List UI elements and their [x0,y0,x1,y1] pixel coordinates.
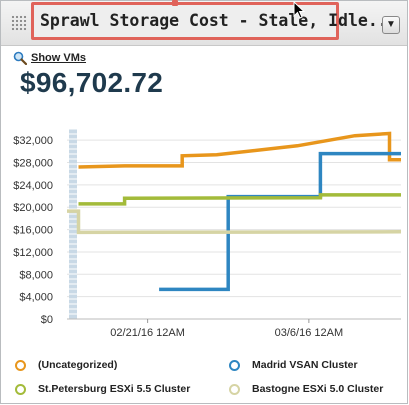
y-tick-label: $16,000 [13,225,53,237]
y-tick-label: $4,000 [19,292,53,304]
y-tick-label: $24,000 [13,180,53,192]
legend-marker-icon [229,383,240,395]
y-tick-label: $20,000 [13,202,53,214]
legend-item-3[interactable]: St.Petersburg ESXi 5.5 Cluster [15,383,190,395]
legend-marker-icon [229,359,240,371]
cost-line-chart: $32,000 $28,000 $24,000 $20,000 $16,000 $12,0… [13,128,402,339]
legend-marker-icon [15,383,26,395]
x-tick-label: 02/21/16 12AM [110,327,185,339]
widget-header: Sprawl Storage Cost - Stale, Idle... ▼ [1,0,407,46]
series-line-4 [67,209,402,235]
y-tick-label: $28,000 [13,158,53,170]
legend-item-1[interactable]: (Uncategorized) [15,359,117,371]
widget-title-box[interactable]: Sprawl Storage Cost - Stale, Idle... [31,0,398,40]
widget-title: Sprawl Storage Cost - Stale, Idle... [40,11,398,30]
search-icon [13,51,27,65]
y-tick-label: $0 [41,314,53,326]
y-tick-label: $32,000 [13,135,53,147]
series-line-2 [159,151,401,292]
legend-item-4[interactable]: Bastogne ESXi 5.0 Cluster [229,383,383,395]
legend-item-2[interactable]: Madrid VSAN Cluster [229,359,358,371]
chart-legend: (Uncategorized) Madrid VSAN Cluster St.Pet… [1,353,407,403]
legend-marker-icon [15,359,26,371]
legend-label: Madrid VSAN Cluster [252,359,358,371]
series-line-1 [78,131,401,169]
drag-handle-icon[interactable] [11,15,27,31]
x-tick-label: 03/6/16 12AM [275,327,344,339]
mouse-cursor-icon [293,1,306,19]
series-line-3 [78,193,401,206]
y-tick-label: $12,000 [13,247,53,259]
legend-label: Bastogne ESXi 5.0 Cluster [252,383,384,395]
y-tick-label: $8,000 [19,269,53,281]
show-vms-control[interactable]: Show VMs [13,51,86,65]
show-vms-link[interactable]: Show VMs [31,52,87,64]
legend-label: St.Petersburg ESXi 5.5 Cluster [38,383,191,395]
total-cost-value: $96,702.72 [20,67,164,98]
legend-label: (Uncategorized) [38,359,118,371]
dropdown-triangle-icon[interactable]: ▼ [382,16,400,34]
